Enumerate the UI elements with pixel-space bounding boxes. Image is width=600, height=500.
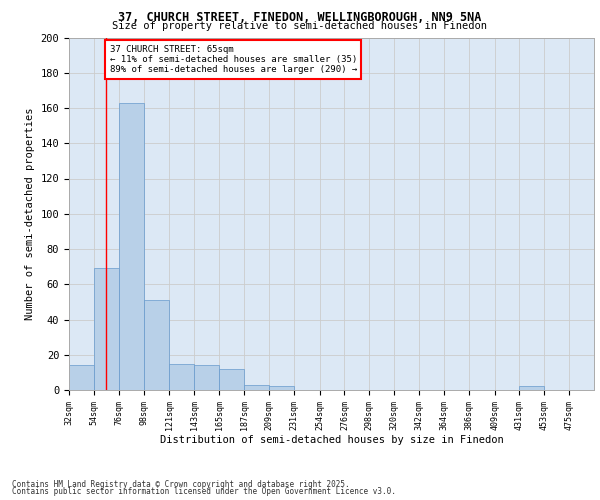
Bar xyxy=(219,369,244,390)
Text: Contains public sector information licensed under the Open Government Licence v3: Contains public sector information licen… xyxy=(12,487,396,496)
Y-axis label: Number of semi-detached properties: Number of semi-detached properties xyxy=(25,108,35,320)
Bar xyxy=(94,268,119,390)
Text: 37, CHURCH STREET, FINEDON, WELLINGBOROUGH, NN9 5NA: 37, CHURCH STREET, FINEDON, WELLINGBOROU… xyxy=(118,11,482,24)
Bar xyxy=(244,384,269,390)
Bar xyxy=(269,386,293,390)
Text: Contains HM Land Registry data © Crown copyright and database right 2025.: Contains HM Land Registry data © Crown c… xyxy=(12,480,350,489)
Text: 37 CHURCH STREET: 65sqm
← 11% of semi-detached houses are smaller (35)
89% of se: 37 CHURCH STREET: 65sqm ← 11% of semi-de… xyxy=(110,44,357,74)
Bar xyxy=(169,364,194,390)
X-axis label: Distribution of semi-detached houses by size in Finedon: Distribution of semi-detached houses by … xyxy=(160,436,503,446)
Bar xyxy=(194,366,219,390)
Bar xyxy=(119,102,143,390)
Bar xyxy=(69,366,94,390)
Text: Size of property relative to semi-detached houses in Finedon: Size of property relative to semi-detach… xyxy=(113,21,487,31)
Bar xyxy=(520,386,544,390)
Bar xyxy=(143,300,169,390)
